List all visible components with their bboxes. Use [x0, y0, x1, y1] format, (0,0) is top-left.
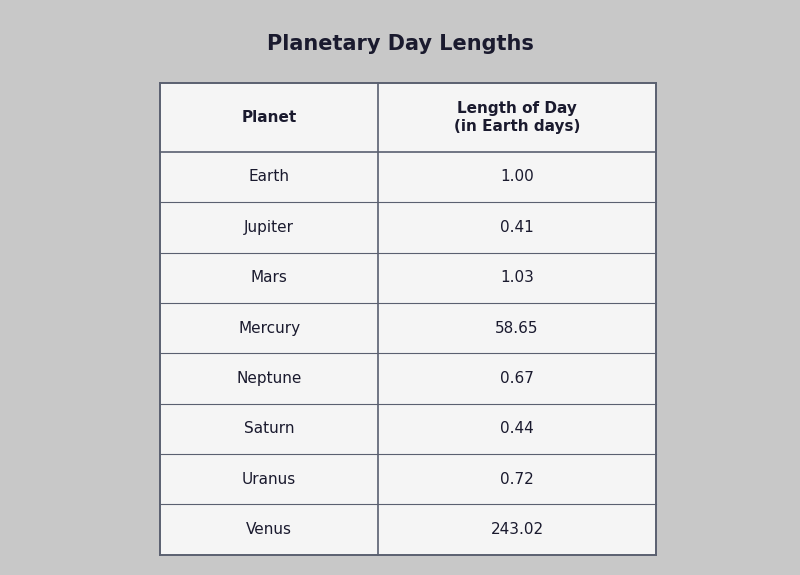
Text: Uranus: Uranus: [242, 472, 296, 487]
Text: 0.44: 0.44: [500, 421, 534, 436]
Text: Jupiter: Jupiter: [244, 220, 294, 235]
Bar: [160, 83, 656, 555]
Text: Saturn: Saturn: [244, 421, 294, 436]
Text: 0.41: 0.41: [500, 220, 534, 235]
Text: Planetary Day Lengths: Planetary Day Lengths: [266, 34, 534, 55]
Text: Mercury: Mercury: [238, 321, 300, 336]
Text: 1.00: 1.00: [500, 170, 534, 185]
Text: 58.65: 58.65: [495, 321, 539, 336]
Text: Venus: Venus: [246, 522, 292, 537]
Text: 243.02: 243.02: [490, 522, 544, 537]
Text: 1.03: 1.03: [500, 270, 534, 285]
Text: Mars: Mars: [250, 270, 287, 285]
Text: 0.72: 0.72: [500, 472, 534, 487]
Text: Length of Day
(in Earth days): Length of Day (in Earth days): [454, 101, 580, 135]
Text: Planet: Planet: [242, 110, 297, 125]
Text: Neptune: Neptune: [237, 371, 302, 386]
Text: 0.67: 0.67: [500, 371, 534, 386]
Text: Earth: Earth: [249, 170, 290, 185]
